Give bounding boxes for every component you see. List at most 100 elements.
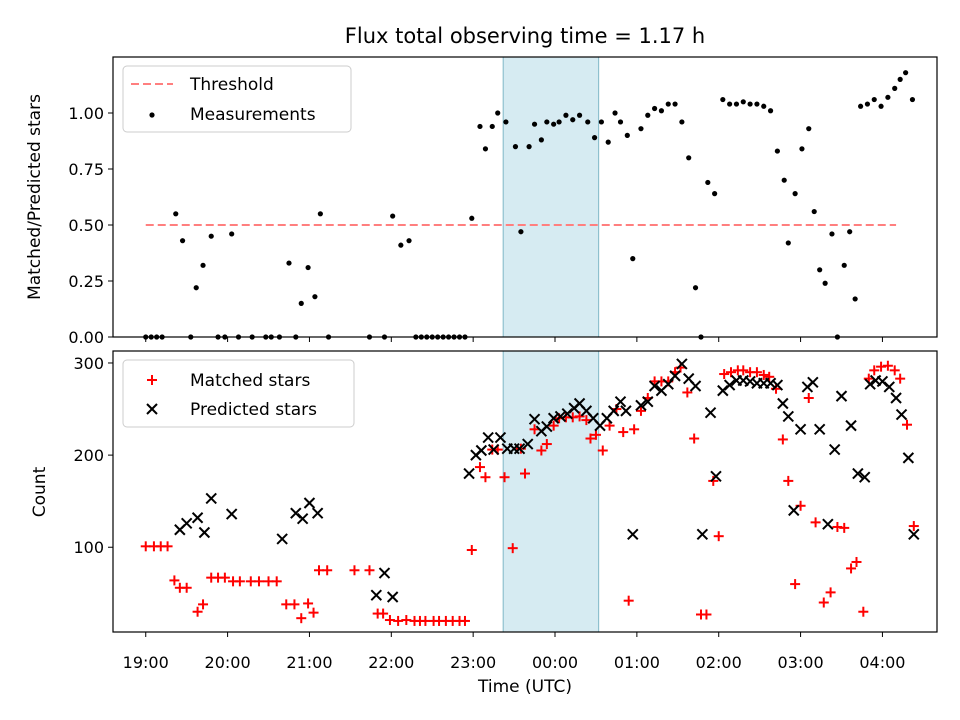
- measurement-point: [624, 132, 630, 138]
- predicted-star-point: [782, 410, 795, 423]
- highlight-span-fill: [503, 351, 599, 632]
- matched-star-point: [585, 433, 596, 444]
- matched-star-point: [466, 545, 477, 556]
- measurement-point: [733, 101, 740, 107]
- measurement-point: [193, 285, 199, 291]
- predicted-star-point: [463, 467, 475, 480]
- measurement-point: [526, 144, 532, 150]
- predicted-star-point: [311, 507, 324, 519]
- legend-measurements-label: Measurements: [190, 105, 316, 125]
- matched-star-point: [708, 475, 719, 486]
- ratio-legend: Threshold Measurements: [122, 65, 352, 133]
- highlight-span-fill: [503, 57, 599, 337]
- predicted-star-point: [494, 431, 507, 444]
- predicted-star-point: [528, 413, 541, 425]
- matched-star-point: [908, 521, 919, 532]
- measurement-point: [720, 96, 726, 103]
- measurement-point: [469, 215, 475, 221]
- predicted-star-point: [908, 528, 920, 541]
- x-tick-label: 22:00: [368, 653, 414, 672]
- measurement-point: [822, 280, 828, 286]
- measurement-point: [173, 211, 179, 217]
- measurement-point: [909, 96, 916, 103]
- highlight-span: [502, 351, 600, 632]
- measurement-point: [598, 119, 604, 125]
- x-tick-label: 20:00: [205, 653, 251, 672]
- matched-star-point: [234, 576, 245, 587]
- y-tick-label: 200: [73, 446, 104, 465]
- matched-star-point: [271, 576, 282, 587]
- predicted-star-point: [522, 438, 534, 450]
- measurement-point: [638, 126, 644, 132]
- matched-star-point: [858, 606, 869, 617]
- predicted-star-point: [370, 589, 383, 601]
- predicted-star-point: [794, 423, 807, 436]
- ratio-legend-box: [122, 65, 352, 133]
- predicted-star-point: [704, 407, 717, 419]
- measurement-point: [817, 267, 823, 273]
- predicted-star-point: [614, 395, 627, 408]
- y-tick-label: 1.00: [68, 104, 104, 123]
- matched-star-point: [701, 609, 712, 620]
- measurement-point: [686, 155, 692, 161]
- measurement-point: [792, 191, 798, 197]
- x-tick-label: 01:00: [614, 653, 660, 672]
- matched-star-point: [882, 360, 893, 371]
- measurement-point: [286, 260, 292, 266]
- measurement-point: [864, 101, 871, 107]
- measurement-point: [658, 108, 665, 114]
- measurement-point: [679, 119, 685, 125]
- measurement-point: [645, 112, 651, 118]
- measurement-point: [871, 96, 877, 103]
- ratio-x-ticks: [145, 337, 883, 342]
- measurement-point: [605, 139, 611, 145]
- matched-star-point: [803, 392, 814, 403]
- count-panel: 100 200 300 19:00 20:00 21:00 22:00 23:00 00:00…: [30, 350, 938, 697]
- measurement-point: [672, 101, 678, 107]
- chart-title: Flux total observing time = 1.17 h: [345, 24, 705, 48]
- matched-star-point: [851, 556, 862, 567]
- predicted-star-point: [180, 517, 193, 529]
- matched-star-point: [459, 615, 470, 626]
- measurement-point: [538, 137, 544, 143]
- x-tick-label: 04:00: [859, 653, 905, 672]
- matched-star-point: [296, 613, 307, 624]
- predicted-star-point: [902, 452, 915, 464]
- matched-star-point: [869, 365, 880, 376]
- predicted-star-point: [835, 390, 848, 402]
- measurement-point: [878, 103, 884, 109]
- predicted-star-point: [225, 508, 238, 520]
- predicted-star-point: [554, 410, 567, 423]
- matched-star-point: [777, 434, 788, 445]
- measurement-point: [200, 262, 206, 268]
- ratio-y-axis-label: Matched/Predicted stars: [25, 94, 45, 300]
- predicted-star-point: [296, 512, 309, 525]
- x-axis-label: Time (UTC): [477, 677, 572, 697]
- matched-star-point: [629, 424, 640, 435]
- measurement-point: [727, 101, 733, 107]
- legend-predicted-swatch: [146, 403, 158, 415]
- matched-star-point: [536, 445, 547, 456]
- predicted-star-point: [378, 567, 391, 579]
- measurement-point: [761, 103, 767, 109]
- y-tick-label: 0.50: [68, 216, 104, 235]
- predicted-star-point: [541, 420, 553, 433]
- measurement-point: [495, 110, 501, 116]
- measurement-point: [229, 231, 235, 237]
- ratio-panel: 0.00 0.25 0.50 0.75 1.00 Matched/Predicted s…: [25, 56, 938, 347]
- measurement-point: [576, 112, 583, 118]
- matched-star-point: [764, 371, 775, 382]
- matched-star-point: [825, 587, 836, 598]
- measurement-point: [665, 101, 671, 107]
- matched-star-point: [322, 565, 333, 576]
- predicted-star-point: [744, 375, 756, 388]
- measurement-point: [712, 191, 718, 197]
- matched-star-point: [783, 475, 794, 486]
- predicted-star-point: [828, 443, 841, 456]
- matched-star-point: [726, 367, 736, 378]
- measurement-point: [705, 179, 711, 186]
- matched-star-point: [719, 369, 730, 380]
- matched-star-point: [590, 429, 601, 440]
- legend-matched-swatch: [147, 375, 157, 385]
- measurement-point: [754, 101, 760, 107]
